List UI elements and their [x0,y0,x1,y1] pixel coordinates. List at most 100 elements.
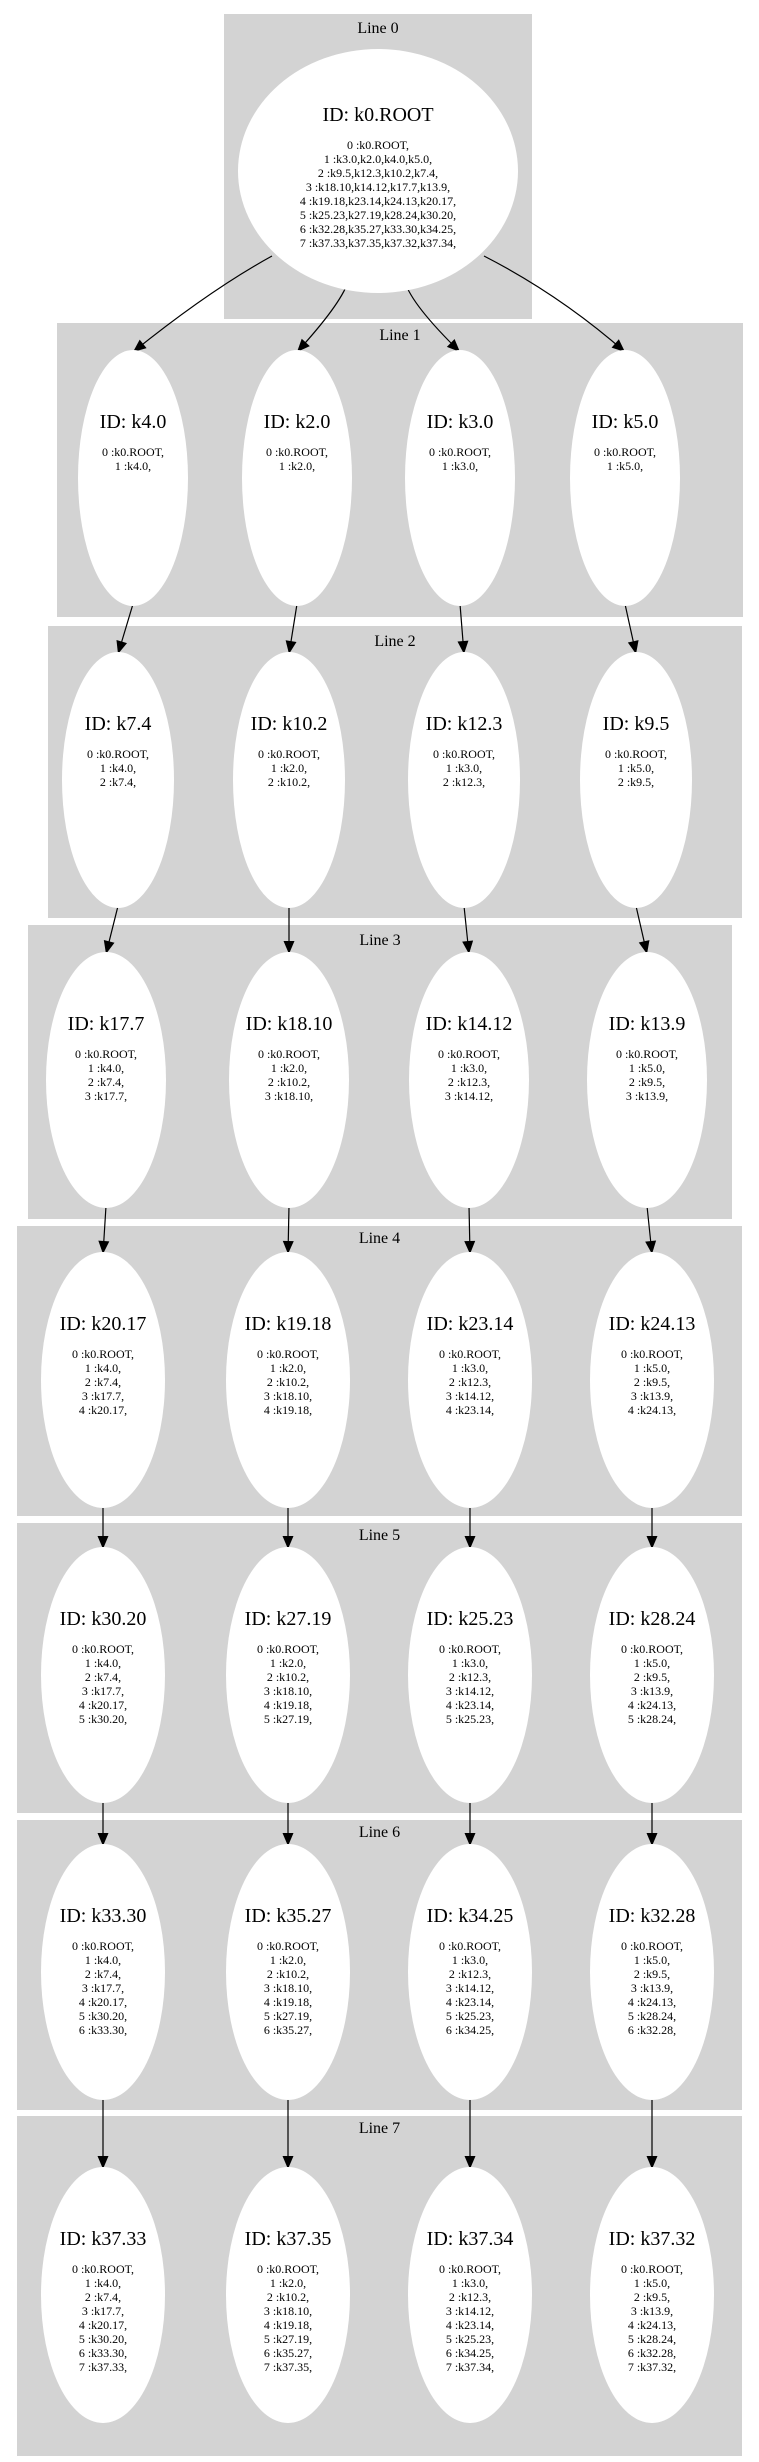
node-path-line: 0 :k0.ROOT, [257,1347,319,1361]
edge-arrowhead [627,640,639,654]
node-ellipse [226,1547,350,1803]
node-path-line: 6 :k34.25, [446,2023,494,2037]
node-path-line: 3 :k14.12, [446,1981,494,1995]
node-k14-12: ID: k14.12 0 :k0.ROOT,1 :k3.0,2 :k12.3,3 … [409,952,529,1208]
node-title: ID: k10.2 [251,713,328,735]
node-path-line: 3 :k18.10, [264,1684,312,1698]
node-path-line: 2 :k7.4, [85,2290,121,2304]
node-path-line: 1 :k4.0, [100,761,136,775]
node-path-line: 4 :k23.14, [446,2318,494,2332]
node-path-line: 3 :k18.10,k14.12,k17.7,k13.9, [306,180,450,194]
node-path-line: 5 :k25.23, [446,2009,494,2023]
node-path-line: 3 :k17.7, [82,1981,124,1995]
node-path-line: 0 :k0.ROOT, [439,2262,501,2276]
edge-arrow [462,905,474,955]
node-path-line: 1 :k5.0, [634,1953,670,1967]
cluster-label: Line 1 [379,327,420,344]
node-path-line: 0 :k0.ROOT, [594,445,656,459]
cluster-label: Line 3 [359,932,400,949]
node-title: ID: k9.5 [603,713,670,735]
node-title: ID: k19.18 [245,1313,332,1335]
cluster-label: Line 6 [359,1824,400,1841]
node-root: ID: k0.ROOT 0 :k0.ROOT,1 :k3.0,k2.0,k4.0,… [238,49,518,293]
node-path-line: 4 :k19.18, [264,1995,312,2009]
node-title: ID: k13.9 [609,1013,686,1035]
node-path-line: 2 :k10.2, [267,1967,309,1981]
node-path-line: 1 :k3.0, [442,459,478,473]
node-path-line: 4 :k24.13, [628,2318,676,2332]
node-title: ID: k23.14 [427,1313,514,1335]
node-path-line: 5 :k27.19, [264,2332,312,2346]
edge-arrowhead [98,1240,110,1254]
node-title: ID: k18.10 [246,1013,333,1035]
node-path-line: 0 :k0.ROOT, [72,2262,134,2276]
edge-arrow [132,255,273,353]
node-path-line: 0 :k0.ROOT, [621,2262,683,2276]
node-path-line: 0 :k0.ROOT, [605,747,667,761]
node-ellipse [408,1547,532,1803]
node-path-line: 6 :k34.25, [446,2346,494,2360]
node-path-line: 3 :k13.9, [631,2304,673,2318]
node-k3-0: ID: k3.0 0 :k0.ROOT,1 :k3.0, [405,350,515,606]
node-path-line: 0 :k0.ROOT, [429,445,491,459]
node-path-line: 2 :k9.5, [618,775,654,789]
node-k27-19: ID: k27.19 0 :k0.ROOT,1 :k2.0,2 :k10.2,3 … [226,1547,350,1803]
node-ellipse [409,952,529,1208]
node-path-line: 7 :k37.34, [446,2360,494,2374]
node-path-line: 0 :k0.ROOT, [621,1642,683,1656]
node-ellipse [62,652,174,908]
node-path-line: 5 :k25.23, [446,2332,494,2346]
edge-arrowhead [97,1833,109,1846]
edge-arrow [483,255,626,353]
edge-arrowhead [646,2156,658,2169]
node-path-line: 0 :k0.ROOT, [438,1047,500,1061]
node-path-line: 4 :k19.18, [264,2318,312,2332]
cluster-label: Line 5 [359,1527,400,1544]
node-path-line: 3 :k14.12, [445,1089,493,1103]
cluster-label: Line 7 [359,2120,400,2137]
node-path-line: 3 :k13.9, [626,1089,668,1103]
node-title: ID: k28.24 [609,1608,696,1630]
node-ellipse [408,2167,532,2423]
edge-arrowhead [97,1536,109,1549]
node-path-line: 3 :k18.10, [264,2304,312,2318]
node-ellipse [233,652,345,908]
node-title: ID: k12.3 [426,713,503,735]
node-k23-14: ID: k23.14 0 :k0.ROOT,1 :k3.0,2 :k12.3,3 … [408,1252,532,1508]
node-path-line: 1 :k3.0, [451,1061,487,1075]
edge-arrow [285,603,298,655]
node-ellipse [41,1844,165,2100]
node-ellipse [226,1844,350,2100]
node-k33-30: ID: k33.30 0 :k0.ROOT,1 :k4.0,2 :k7.4,3 :… [41,1844,165,2100]
edge-arrowhead [638,940,650,954]
node-title: ID: k14.12 [426,1013,513,1035]
node-k17-7: ID: k17.7 0 :k0.ROOT,1 :k4.0,2 :k7.4,3 :k… [46,952,166,1208]
edge-arrow [282,1801,294,1846]
node-ellipse [41,2167,165,2423]
node-path-line: 2 :k10.2, [268,1075,310,1089]
node-k4-0: ID: k4.0 0 :k0.ROOT,1 :k4.0, [78,350,188,606]
node-path-line: 4 :k20.17, [79,2318,127,2332]
node-path-line: 3 :k18.10, [265,1089,313,1103]
node-path-line: 2 :k9.5,k12.3,k10.2,k7.4, [318,166,438,180]
edge-arrowhead [97,2156,109,2169]
node-title: ID: k35.27 [245,1905,332,1927]
edge-arrowhead [646,1833,658,1846]
edge-arrow [282,1205,294,1255]
node-path-line: 2 :k12.3, [449,1670,491,1684]
edge-arrow [464,1506,476,1549]
edge-arrowhead [297,338,310,352]
node-path-line: 3 :k17.7, [85,1089,127,1103]
node-path-line: 2 :k10.2, [267,1375,309,1389]
node-path-line: 0 :k0.ROOT, [72,1347,134,1361]
edge-arrow [116,603,134,655]
node-title: ID: k17.7 [68,1013,145,1035]
node-path-line: 5 :k28.24, [628,1712,676,1726]
node-title: ID: k33.30 [60,1905,147,1927]
node-path-line: 0 :k0.ROOT, [433,747,495,761]
node-k37-35: ID: k37.35 0 :k0.ROOT,1 :k2.0,2 :k10.2,3 … [226,2167,350,2423]
node-title: ID: k37.33 [60,2228,147,2250]
node-k24-13: ID: k24.13 0 :k0.ROOT,1 :k5.0,2 :k9.5,3 :… [590,1252,714,1508]
node-ellipse [242,350,352,606]
edge-arrowhead [103,940,115,954]
